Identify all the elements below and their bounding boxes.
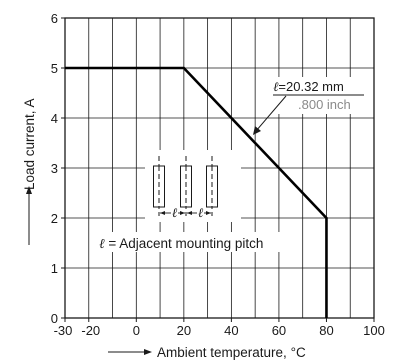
y-tick-label: 5 xyxy=(51,61,58,76)
x-tick-labels: -30 -20 0 20 40 60 80 100 xyxy=(54,323,385,338)
y-axis-label-group: Load current, A xyxy=(22,98,37,245)
dimension-symbol-2: ℓ xyxy=(198,206,204,221)
pitch-mm-symbol: ℓ xyxy=(273,80,279,95)
y-tick-label: 2 xyxy=(51,211,58,226)
x-tick-label: 20 xyxy=(177,323,191,338)
pitch-note-symbol: ℓ xyxy=(99,236,105,252)
x-tick-label: -30 xyxy=(54,323,73,338)
pitch-note-text: ℓ = Adjacent mounting pitch xyxy=(99,236,263,252)
y-axis-label: Load current, A xyxy=(22,98,37,190)
x-tick-label: 80 xyxy=(319,323,333,338)
x-axis-arrow-head xyxy=(144,349,152,355)
pitch-leader-line xyxy=(255,95,287,132)
x-axis-label-group: Ambient temperature, °C xyxy=(108,345,306,360)
pitch-mm-value: =20.32 mm xyxy=(278,79,343,94)
pitch-note: ℓ = Adjacent mounting pitch xyxy=(96,232,292,252)
pitch-value-annotation: ℓ=20.32 mm .800 inch xyxy=(253,77,366,135)
pitch-mm-label: ℓ=20.32 mm xyxy=(273,79,344,95)
y-tick-label: 1 xyxy=(51,261,58,276)
pitch-note-background xyxy=(96,232,292,252)
y-tick-label: 3 xyxy=(51,161,58,176)
dimension-arrows: ℓ ℓ xyxy=(160,206,211,221)
x-tick-label: 0 xyxy=(133,323,140,338)
x-tick-label: 100 xyxy=(363,323,385,338)
component-left xyxy=(153,156,165,216)
derating-curve xyxy=(65,66,328,318)
x-tick-label: 40 xyxy=(224,323,238,338)
axis-ticks xyxy=(61,17,375,322)
dimension-symbol-1: ℓ xyxy=(172,206,178,221)
pitch-value-background xyxy=(268,77,366,114)
y-tick-label: 6 xyxy=(51,11,58,26)
x-tick-label: -20 xyxy=(81,323,100,338)
component-middle xyxy=(180,156,192,216)
y-tick-label: 4 xyxy=(51,111,58,126)
x-tick-label: 60 xyxy=(272,323,286,338)
pitch-leader-arrowhead xyxy=(253,126,261,135)
y-tick-labels: 0 1 2 3 4 5 6 xyxy=(51,11,58,326)
pitch-inch-label: .800 inch xyxy=(298,97,351,112)
mounting-pitch-illustration: ℓ ℓ xyxy=(145,150,241,222)
y-axis-arrow-head xyxy=(26,186,32,194)
y-tick-label: 0 xyxy=(51,311,58,326)
x-axis-label: Ambient temperature, °C xyxy=(157,345,306,360)
pitch-note-body: = Adjacent mounting pitch xyxy=(105,236,264,251)
component-right xyxy=(206,156,218,216)
